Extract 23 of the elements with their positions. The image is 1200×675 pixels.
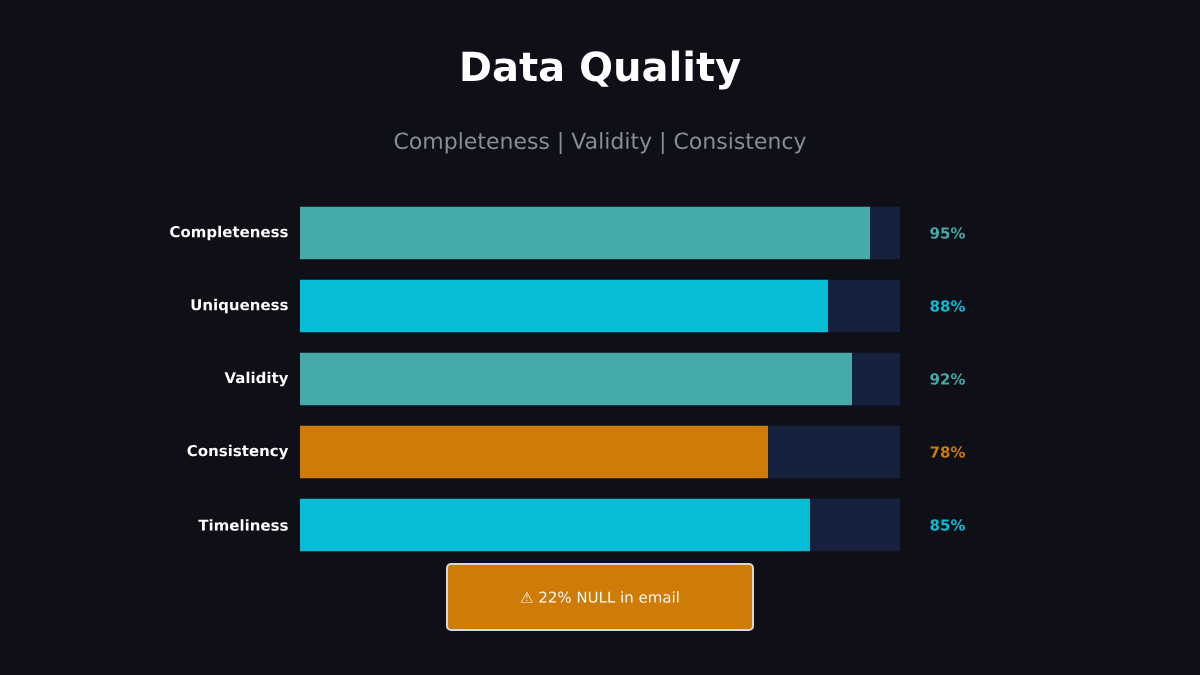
bar	[300, 425, 768, 479]
data-label: 95%	[930, 227, 965, 239]
bar	[768, 425, 901, 479]
bar	[870, 206, 901, 260]
bar	[300, 279, 829, 333]
y-tick-label: Validity	[224, 371, 289, 387]
bar	[828, 279, 901, 333]
bar	[852, 352, 901, 406]
bar	[300, 498, 810, 552]
data-label: 85%	[930, 519, 965, 531]
y-tick-label: Timeliness	[198, 519, 288, 531]
data-label: 92%	[930, 373, 965, 385]
text: ⚠ 22% NULL in email	[520, 591, 679, 603]
data-label: 88%	[930, 300, 965, 312]
data-label: 78%	[930, 446, 965, 458]
y-tick-label: Completeness	[170, 225, 288, 241]
y-tick-label: Uniqueness	[191, 298, 288, 314]
bar	[300, 206, 871, 260]
bar	[300, 352, 853, 406]
chart-subtitle: Completeness | Validity | Consistency	[394, 132, 806, 155]
y-tick-label: Consistency	[187, 444, 289, 460]
chart-title: Data Quality	[462, 50, 741, 90]
bar	[810, 498, 901, 552]
